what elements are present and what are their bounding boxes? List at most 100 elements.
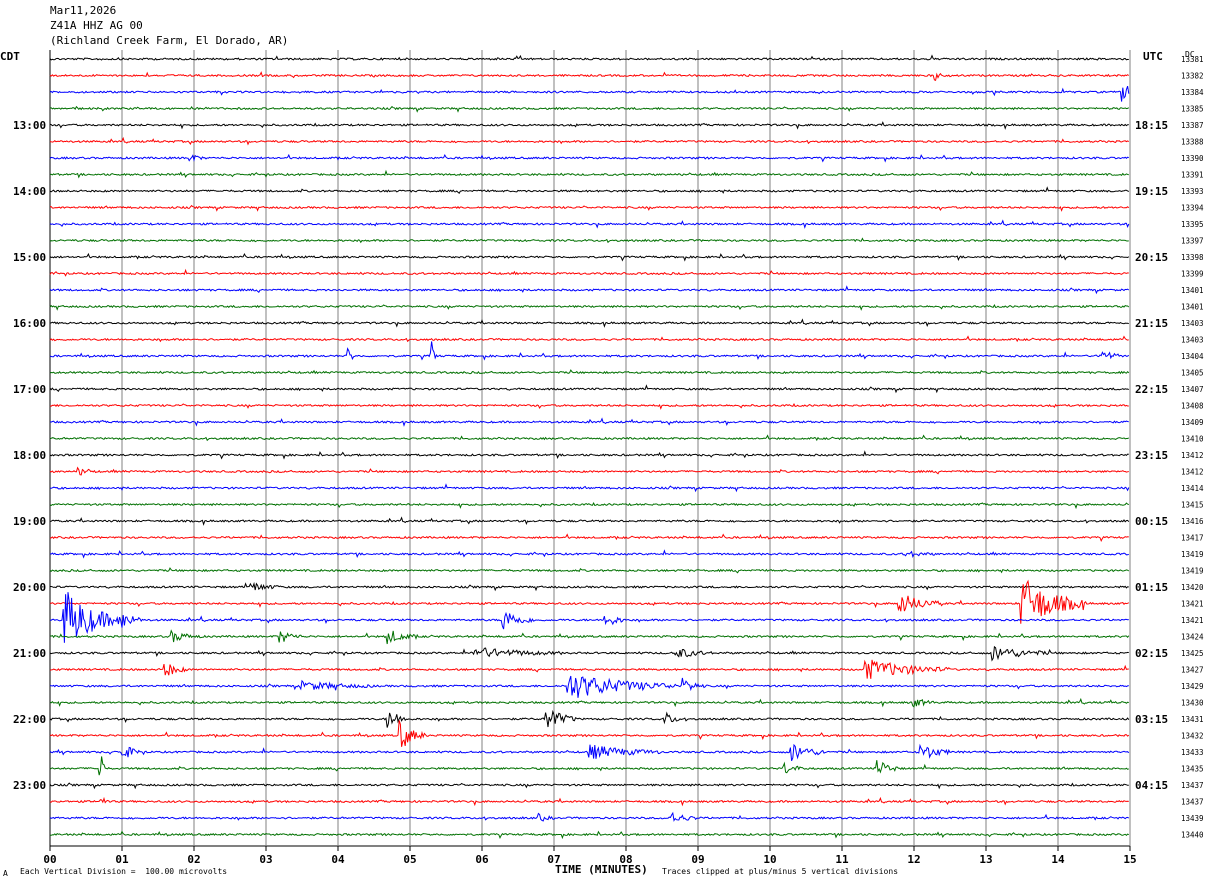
dc-value-label: 13410 xyxy=(1181,435,1204,444)
dc-value-label: 13424 xyxy=(1181,633,1204,642)
dc-value-label: 13427 xyxy=(1181,666,1204,675)
seismic-trace xyxy=(49,252,1130,262)
seismic-trace xyxy=(49,384,1130,394)
seismic-trace xyxy=(50,581,1129,592)
seismic-trace xyxy=(49,830,1130,840)
dc-value-label: 13433 xyxy=(1181,748,1204,757)
dc-value-label: 13408 xyxy=(1181,402,1204,411)
left-hour-label: 20:00 xyxy=(13,581,46,594)
seismic-trace xyxy=(49,709,1130,728)
seismic-trace xyxy=(49,169,1129,179)
seismic-trace xyxy=(49,71,1130,81)
right-hour-label: 18:15 xyxy=(1135,119,1168,132)
dc-value-label: 13394 xyxy=(1181,204,1204,213)
seismic-trace xyxy=(49,659,1129,679)
left-hour-label: 15:00 xyxy=(13,251,46,264)
seismic-trace xyxy=(49,219,1130,229)
dc-value-label: 13395 xyxy=(1181,220,1204,229)
seismic-trace xyxy=(49,549,1129,559)
seismic-trace xyxy=(49,105,1130,113)
seismic-trace xyxy=(49,434,1130,442)
seismic-trace xyxy=(49,796,1129,807)
left-hour-label: 17:00 xyxy=(13,383,46,396)
dc-value-label: 13429 xyxy=(1181,682,1204,691)
left-hour-label: 23:00 xyxy=(13,779,46,792)
right-hour-label: 23:15 xyxy=(1135,449,1168,462)
dc-value-label: 13381 xyxy=(1181,55,1204,64)
x-tick-label: 14 xyxy=(1051,853,1065,866)
x-tick-label: 08 xyxy=(619,853,632,866)
seismic-trace xyxy=(49,136,1130,146)
seismic-trace xyxy=(49,756,1129,776)
dc-value-label: 13425 xyxy=(1181,649,1204,658)
clip-note: Traces clipped at plus/minus 5 vertical … xyxy=(662,867,899,876)
seismic-trace xyxy=(49,579,1130,624)
right-hour-label: 20:15 xyxy=(1135,251,1168,264)
seismic-trace xyxy=(49,567,1130,574)
x-tick-label: 00 xyxy=(43,853,56,866)
right-hour-label: 04:15 xyxy=(1135,779,1168,792)
left-hour-label: 14:00 xyxy=(13,185,46,198)
dc-value-label: 13387 xyxy=(1181,121,1204,130)
right-timezone: UTC xyxy=(1143,50,1163,63)
seismic-trace xyxy=(49,341,1130,361)
dc-value-label: 13412 xyxy=(1181,468,1204,477)
dc-value-label: 13393 xyxy=(1181,187,1204,196)
dc-value-label: 13384 xyxy=(1181,88,1204,97)
dc-value-label: 13439 xyxy=(1181,814,1204,823)
seismic-trace xyxy=(49,483,1130,493)
right-hour-label: 19:15 xyxy=(1135,185,1168,198)
dc-value-label: 13437 xyxy=(1181,798,1204,807)
dc-value-label: 13391 xyxy=(1181,171,1204,180)
x-tick-label: 12 xyxy=(907,853,920,866)
seismic-trace xyxy=(49,153,1129,163)
dc-value-label: 13401 xyxy=(1181,286,1204,295)
dc-value-label: 13407 xyxy=(1181,385,1204,394)
right-hour-label: 21:15 xyxy=(1135,317,1168,330)
dc-value-label: 13403 xyxy=(1181,336,1204,345)
seismic-trace xyxy=(49,186,1130,194)
seismic-trace xyxy=(49,403,1129,410)
dc-value-label: 13421 xyxy=(1181,600,1204,609)
dc-value-label: 13419 xyxy=(1181,550,1204,559)
dc-value-label: 13405 xyxy=(1181,369,1204,378)
x-tick-label: 06 xyxy=(475,853,489,866)
x-tick-label: 07 xyxy=(547,853,560,866)
left-hour-label: 13:00 xyxy=(13,119,46,132)
dc-value-label: 13403 xyxy=(1181,319,1204,328)
dc-value-label: 13399 xyxy=(1181,270,1204,279)
header-date: Mar11,2026 xyxy=(50,4,117,17)
seismic-trace xyxy=(49,697,1129,708)
header-station: Z41A HHZ AG 00 xyxy=(50,19,143,32)
dc-header: DC xyxy=(1185,50,1195,59)
dc-value-label: 13404 xyxy=(1181,352,1204,361)
seismic-trace xyxy=(49,533,1129,543)
dc-value-label: 13382 xyxy=(1181,72,1204,81)
dc-value-label: 13414 xyxy=(1181,484,1204,493)
dc-value-label: 13398 xyxy=(1181,253,1204,262)
dc-value-label: 13409 xyxy=(1181,418,1204,427)
left-hour-label: 19:00 xyxy=(13,515,46,528)
x-tick-label: 10 xyxy=(763,853,776,866)
right-hour-label: 22:15 xyxy=(1135,383,1168,396)
dc-value-label: 13390 xyxy=(1181,154,1204,163)
dc-value-label: 13415 xyxy=(1181,501,1204,510)
seismic-trace xyxy=(49,417,1129,427)
left-hour-label: 16:00 xyxy=(13,317,46,330)
seismic-trace xyxy=(49,54,1129,61)
x-tick-label: 15 xyxy=(1123,853,1136,866)
seismic-trace xyxy=(49,675,1129,698)
dc-value-label: 13435 xyxy=(1181,765,1204,774)
x-tick-label: 02 xyxy=(187,853,200,866)
x-tick-label: 05 xyxy=(403,853,416,866)
scale-note: Each Vertical Division = 100.00 microvol… xyxy=(20,867,228,876)
dc-value-label: 13416 xyxy=(1181,517,1204,526)
x-tick-label: 13 xyxy=(979,853,992,866)
dc-value-label: 13412 xyxy=(1181,451,1204,460)
left-timezone: CDT xyxy=(0,50,20,63)
seismic-trace xyxy=(49,782,1129,790)
seismic-trace xyxy=(49,466,1129,476)
seismic-trace xyxy=(49,516,1130,526)
x-tick-label: 09 xyxy=(691,853,704,866)
seismic-trace xyxy=(49,285,1130,295)
